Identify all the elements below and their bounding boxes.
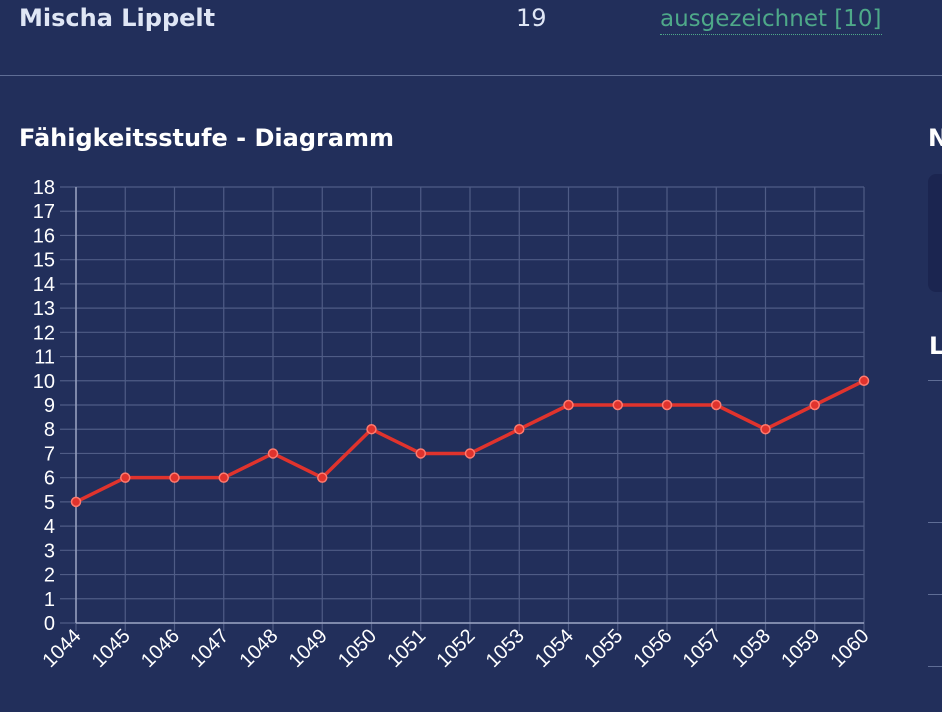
x-tick-label: 1057 (679, 625, 726, 672)
y-tick-label: 8 (44, 419, 55, 441)
data-point[interactable] (415, 448, 426, 459)
side-panel-heading: N (928, 124, 942, 152)
data-point[interactable] (514, 423, 525, 435)
data-point[interactable] (70, 496, 82, 508)
y-tick-label: 3 (44, 540, 55, 562)
data-point[interactable] (661, 399, 673, 411)
y-tick-label: 9 (44, 395, 55, 417)
y-tick-label: 13 (33, 298, 55, 320)
y-tick-label: 11 (34, 347, 55, 369)
data-point[interactable] (760, 423, 771, 435)
y-tick-label: 5 (44, 492, 55, 514)
x-axis-ticks: 1044 1045 1046 1047 1048 1049 1050 1051 1052 1053… (39, 625, 874, 672)
chart-grid (60, 186, 865, 631)
side-list-rule (928, 522, 942, 523)
data-point[interactable] (218, 472, 229, 483)
x-tick-label: 1052 (433, 625, 480, 672)
y-tick-label: 1 (44, 589, 55, 611)
player-row: Mischa Lippelt 19 ausgezeichnet [10] (0, 0, 942, 76)
side-list-rule (928, 594, 942, 595)
data-point[interactable] (169, 472, 180, 483)
x-tick-label: 1046 (137, 625, 184, 672)
x-tick-label: 1045 (88, 625, 135, 672)
y-tick-label: 4 (44, 516, 55, 538)
data-point[interactable] (464, 448, 476, 459)
chart-series (70, 375, 870, 508)
data-point[interactable] (366, 423, 377, 435)
x-tick-label: 1059 (777, 625, 824, 672)
x-tick-label: 1058 (728, 625, 775, 672)
data-point[interactable] (809, 399, 820, 411)
x-tick-label: 1053 (482, 625, 529, 672)
y-tick-label: 17 (33, 201, 55, 223)
y-tick-label: 15 (33, 250, 55, 272)
y-tick-label: 14 (33, 274, 55, 296)
x-tick-label: 1050 (334, 625, 381, 672)
player-name: Mischa Lippelt (19, 4, 216, 32)
data-point[interactable] (858, 375, 870, 387)
side-list-rule (928, 666, 942, 667)
y-tick-label: 0 (44, 613, 55, 635)
y-tick-label: 18 (33, 177, 55, 199)
x-tick-label: 1051 (383, 625, 430, 672)
data-point[interactable] (120, 472, 131, 483)
y-tick-label: 6 (44, 468, 55, 490)
data-point[interactable] (317, 472, 328, 483)
data-point[interactable] (612, 399, 623, 411)
x-tick-label: 1056 (630, 625, 677, 672)
side-panel-heading-2: L (929, 332, 942, 360)
x-tick-label: 1049 (285, 625, 332, 672)
data-point[interactable] (711, 399, 722, 411)
chart-title: Fähigkeitsstufe - Diagramm (19, 124, 395, 152)
section-divider (0, 75, 942, 76)
x-tick-label: 1048 (236, 625, 283, 672)
x-tick-label: 1055 (580, 625, 627, 672)
y-tick-label: 16 (33, 225, 55, 247)
player-count: 19 (516, 4, 547, 32)
x-tick-label: 1054 (531, 625, 578, 672)
side-panel-box (928, 174, 942, 292)
y-tick-label: 7 (44, 443, 55, 465)
y-tick-label: 2 (44, 565, 55, 587)
data-point[interactable] (563, 399, 574, 411)
data-point[interactable] (267, 448, 279, 459)
side-list-rule (928, 380, 942, 381)
player-rating-link[interactable]: ausgezeichnet [10] (660, 4, 882, 35)
x-tick-label: 1060 (827, 625, 874, 672)
y-tick-label: 12 (33, 322, 55, 344)
x-tick-label: 1047 (186, 625, 233, 672)
y-tick-label: 10 (33, 371, 55, 393)
